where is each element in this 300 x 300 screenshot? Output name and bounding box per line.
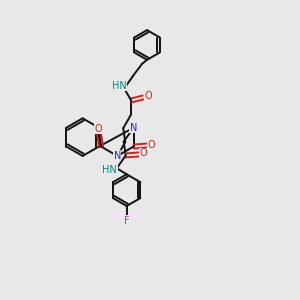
- Text: O: O: [140, 148, 147, 158]
- Text: N: N: [114, 151, 121, 161]
- Text: HN: HN: [103, 165, 117, 175]
- Text: HN: HN: [112, 81, 127, 91]
- Text: O: O: [144, 91, 152, 100]
- Text: F: F: [124, 216, 130, 226]
- Text: O: O: [94, 124, 102, 134]
- Text: N: N: [130, 123, 137, 133]
- Text: O: O: [148, 140, 155, 150]
